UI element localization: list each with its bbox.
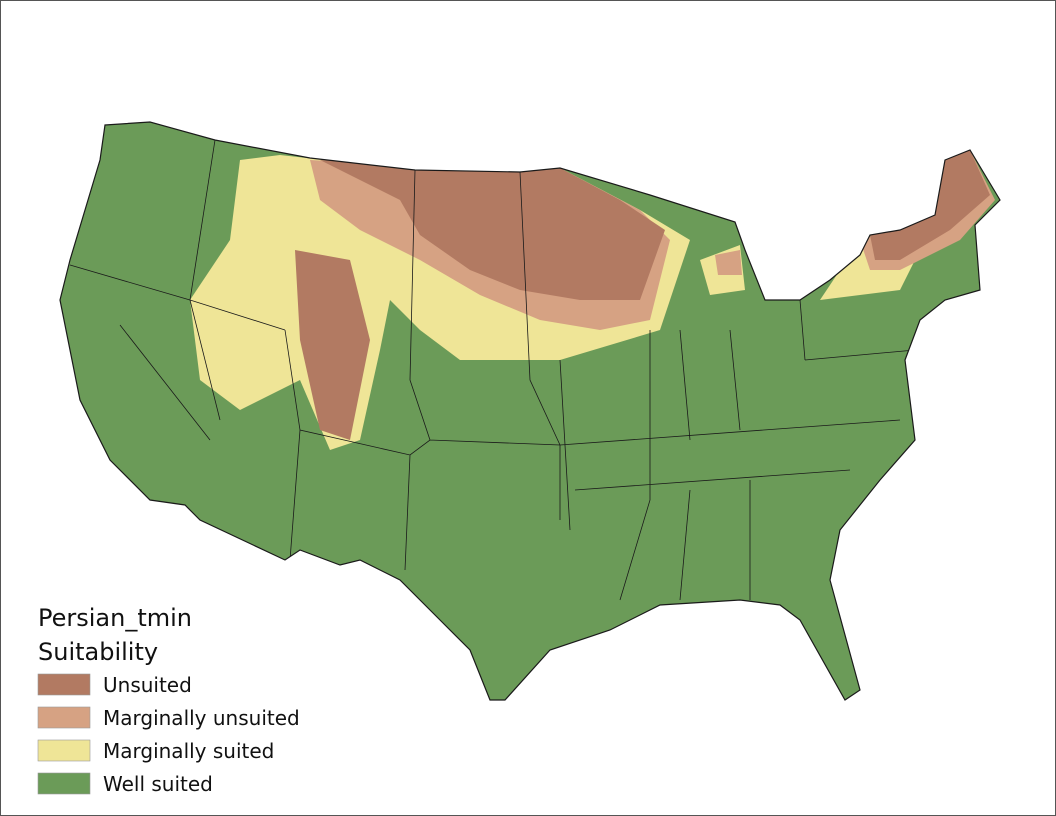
legend-label: Well suited [103, 772, 213, 796]
legend-swatch [37, 739, 91, 762]
zone-unsuited [295, 150, 990, 440]
country-outline [59, 121, 1001, 701]
legend-subtitle: Suitability [38, 638, 158, 666]
legend-label: Marginally suited [103, 739, 274, 763]
legend-swatch [37, 772, 91, 795]
legend-swatch [37, 706, 91, 729]
legend-title: Persian_tmin [38, 604, 192, 632]
legend: Unsuited Marginally unsuited Marginally su… [37, 673, 300, 796]
legend-label: Unsuited [103, 673, 192, 697]
state-borders [69, 139, 916, 601]
legend-label: Marginally unsuited [103, 706, 300, 730]
legend-swatch [37, 673, 91, 696]
